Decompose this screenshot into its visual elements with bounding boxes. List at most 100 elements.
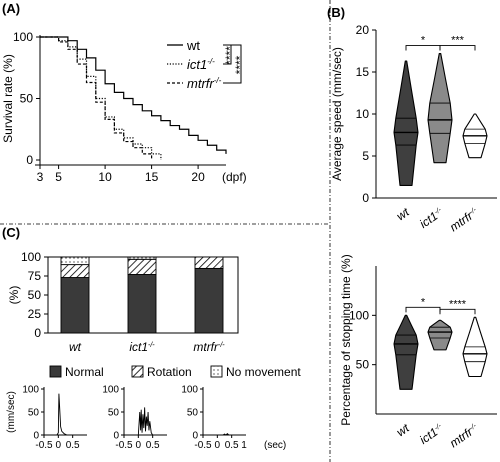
x-tick-label: 0.5 bbox=[225, 440, 239, 451]
y-tick-label: 100 bbox=[181, 385, 198, 396]
x-tick-label: 0 bbox=[56, 440, 62, 451]
category-label-mtrfr-sup: -/- bbox=[468, 422, 478, 432]
x-tick-label: -0.5 bbox=[194, 440, 212, 451]
y-tick-label: 100 bbox=[21, 250, 41, 264]
y-axis-label: Survival rate (%) bbox=[1, 54, 15, 143]
category-label-wt-text: wt bbox=[69, 340, 82, 354]
y-tick-label: 100 bbox=[102, 385, 119, 396]
survival-line-mtrfr bbox=[40, 36, 153, 160]
speed-trace-wt bbox=[44, 393, 87, 436]
category-label-mtrfr: mtrfr-/- bbox=[447, 205, 481, 235]
bar-no-movement bbox=[60, 256, 90, 266]
y-tick-label: 25 bbox=[28, 307, 42, 321]
category-label-mtrfr-sup: -/- bbox=[468, 206, 478, 216]
bar-normal bbox=[194, 267, 224, 334]
bar-rotation bbox=[127, 258, 157, 275]
y-tick-label: 50 bbox=[356, 358, 370, 372]
survival-line-ict1 bbox=[40, 36, 162, 160]
x-tick-label: 20 bbox=[191, 170, 205, 184]
category-label-wt-text: wt bbox=[394, 421, 412, 440]
significance-stars: **** bbox=[223, 46, 237, 65]
panel-dividers bbox=[0, 0, 331, 462]
y-tick-label: 20 bbox=[356, 23, 370, 37]
category-label-wt: wt bbox=[69, 340, 82, 354]
x-tick-label: 10 bbox=[98, 170, 112, 184]
legend-label: Normal bbox=[65, 365, 104, 379]
violin-wt bbox=[393, 60, 419, 186]
significance-stars: *** bbox=[451, 35, 465, 47]
speed-trace-mtrfr bbox=[203, 432, 246, 436]
legend-label-wt: wt bbox=[186, 38, 200, 53]
x-tick-label: 15 bbox=[145, 170, 159, 184]
legend-swatch-rotation bbox=[131, 365, 144, 378]
x-tick-label: -0.5 bbox=[115, 440, 133, 451]
violin-ict1 bbox=[427, 52, 453, 164]
y-tick-label: 0 bbox=[192, 431, 198, 442]
speed-trace-ict1 bbox=[124, 407, 167, 436]
bar-rotation bbox=[60, 264, 90, 278]
y-tick-label: 0 bbox=[26, 153, 33, 167]
x-tick-label: 0 bbox=[136, 440, 142, 451]
legend-label: Rotation bbox=[147, 365, 192, 379]
y-tick-label: 100 bbox=[13, 30, 33, 44]
category-label-ict1: ict1-/- bbox=[417, 421, 446, 447]
legend-swatch-no-movement bbox=[210, 365, 223, 378]
category-label-mtrfr-text: mtrfr bbox=[193, 340, 219, 354]
legend-label-text: ict1 bbox=[187, 57, 207, 72]
y-tick-label: 5 bbox=[362, 149, 369, 163]
y-tick-label: 100 bbox=[349, 308, 369, 322]
category-label-ict1: ict1-/- bbox=[129, 340, 155, 354]
violin-ict1 bbox=[427, 319, 453, 351]
significance-bracket bbox=[439, 308, 476, 315]
x-tick-label: 0 bbox=[215, 440, 221, 451]
category-label-wt-text: wt bbox=[394, 205, 412, 224]
legend-label-ict1: ict1-/- bbox=[187, 57, 215, 72]
category-label-ict1-sup: -/- bbox=[433, 206, 443, 216]
y-axis-label: (%) bbox=[7, 286, 21, 305]
significance-bracket bbox=[439, 45, 476, 51]
speed-violin-chart: 0 5 10 15 20 Average speed (mm/sec) wt ict1-/- m… bbox=[330, 23, 497, 234]
legend-swatch-normal bbox=[49, 365, 62, 378]
y-tick-label: 0 bbox=[113, 431, 119, 442]
category-label-mtrfr-sup: -/- bbox=[218, 342, 225, 349]
legend-label: No movement bbox=[226, 365, 301, 379]
legend-label-sup: -/- bbox=[207, 57, 215, 66]
significance-bracket bbox=[223, 44, 242, 84]
legend-label-sup: -/- bbox=[214, 76, 222, 85]
legend-label-text: wt bbox=[186, 38, 200, 53]
significance-stars: **** bbox=[233, 55, 247, 74]
y-tick-label: 50 bbox=[28, 408, 40, 419]
y-tick-label: 0 bbox=[362, 191, 369, 205]
x-tick-label: 5 bbox=[55, 170, 62, 184]
y-tick-label: 0 bbox=[34, 326, 41, 340]
y-tick-label: 75 bbox=[28, 269, 42, 283]
y-tick-label: 15 bbox=[356, 65, 370, 79]
survival-chart: 0 50 100 3 5 10 15 20 (dpf) Survival rate (%) wt ic… bbox=[1, 30, 247, 184]
significance-stars: * bbox=[421, 296, 426, 308]
y-tick-label: 100 bbox=[22, 385, 39, 396]
category-label-ict1-sup: -/- bbox=[433, 422, 443, 432]
panel-label-c: (C) bbox=[2, 225, 20, 240]
category-label-ict1-text: ict1 bbox=[129, 340, 148, 354]
x-tick-label: 1 bbox=[241, 440, 247, 451]
bar-rotation bbox=[194, 256, 224, 269]
bar-no-movement bbox=[127, 256, 157, 260]
y-tick-label: 50 bbox=[108, 408, 120, 419]
y-tick-label: 50 bbox=[28, 288, 42, 302]
survival-line-wt bbox=[40, 36, 227, 154]
y-tick-label: 50 bbox=[187, 408, 199, 419]
y-axis-label: Average speed (mm/sec) bbox=[330, 47, 344, 181]
y-tick-label: 50 bbox=[20, 92, 34, 106]
x-tick-label: 0.5 bbox=[66, 440, 80, 451]
y-axis-label: Percentage of stopping time (%) bbox=[339, 254, 353, 425]
y-axis-label: (mm/sec) bbox=[6, 391, 17, 433]
significance-stars: **** bbox=[449, 298, 467, 310]
bar-normal bbox=[127, 274, 157, 334]
category-label-mtrfr: mtrfr-/- bbox=[447, 421, 481, 451]
panel-label-b: (B) bbox=[327, 5, 345, 20]
category-label-ict1-sup: -/- bbox=[148, 342, 155, 349]
